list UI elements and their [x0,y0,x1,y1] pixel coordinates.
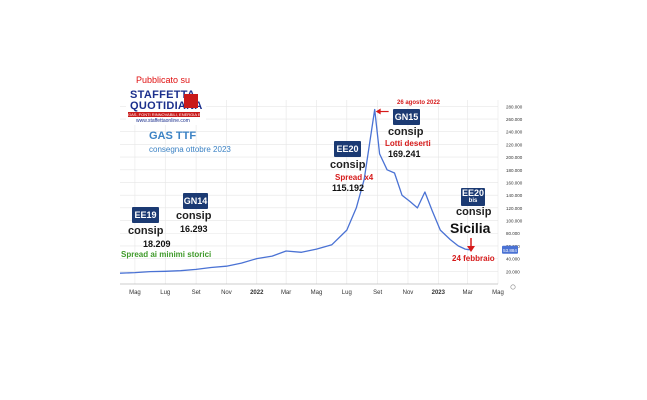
x-tick-label: Mag [311,290,323,296]
gn15-badge: GN15 [393,109,420,125]
gn15-consip-label: consip [388,126,424,138]
published-on-label: Pubblicato su [136,75,191,85]
x-tick-label: Set [192,290,201,296]
minimi-storici-label: Spread ai minimi storici [121,250,212,259]
ee20bis-badge-sub: bis [468,198,478,204]
gn14-value: 16.293 [180,224,208,234]
last-price-tag [502,245,518,254]
staffetta-logo: STAFFETTA QUOTIDIANA GAS, FONTI RINNOVAB… [126,89,206,125]
x-tick-label: Mag [492,290,504,296]
logo-url: www.staffettaonline.com [136,118,190,124]
y-tick-label: 20.000 [506,269,520,274]
ee20-consip-label: consip [330,159,366,171]
y-tick-label: 120.000 [506,206,523,211]
x-tick-label: 2022 [250,290,264,296]
x-tick-label: Nov [403,290,414,296]
x-tick-label: Lug [342,290,352,296]
feb24-arrow-head [467,246,475,252]
peak-date-label: 26 agosto 2022 [397,100,441,106]
ee20-badge: EE20 [334,141,361,157]
x-tick-label: Mar [281,290,291,296]
ee20-spread-note: Spread x4 [335,173,374,182]
logo-flag-icon [184,94,198,108]
y-tick-label: 100.000 [506,219,523,224]
ee20bis-consip-label: consip [456,206,492,218]
chart-title: GAS TTF [149,130,197,142]
ee19-badge: EE19 [132,207,159,223]
ee19-consip-label: consip [128,225,164,237]
y-tick-label: 180.000 [506,168,523,173]
gn14-consip-label: consip [176,210,212,222]
x-tick-label: Mag [129,290,141,296]
y-tick-label: 80.000 [506,231,520,236]
x-tick-label: Set [373,290,382,296]
gn14-badge: GN14 [183,193,208,209]
clock-icon [510,284,516,290]
y-tick-label: 240.000 [506,130,523,135]
y-tick-label: 260.000 [506,117,523,122]
y-tick-label: 280.000 [506,104,523,109]
feb24-date-label: 24 febbraio [452,254,495,263]
ttf-price-line [119,108,470,274]
x-tick-label: 2023 [432,290,446,296]
x-tick-label: Lug [160,290,170,296]
y-tick-label: 140.000 [506,193,523,198]
y-tick-label: 220.000 [506,142,523,147]
y-tick-label: 40.000 [506,257,520,262]
last-price-label: 53.884 [503,248,517,253]
ee20bis-badge-code: EE20 [461,188,485,198]
y-tick-label: 200.000 [506,155,523,160]
sicilia-label: Sicilia [450,220,491,236]
gn15-value: 169.241 [388,149,421,159]
logo-line1: STAFFETTA [130,89,196,101]
x-tick-label: Nov [221,290,232,296]
chart-subtitle: consegna ottobre 2023 [149,145,231,154]
logo-tagline: GAS, FONTI RINNOVABILI, ENERGIA ELETTRIC… [128,112,200,117]
peak-arrow-head [375,108,381,115]
ee20bis-badge: EE20 bis [461,188,485,206]
gn15-lotti-note: Lotti deserti [385,139,431,148]
ee19-value: 18.209 [143,239,171,249]
ee20-value: 115.192 [332,183,365,193]
y-tick-label: 160.000 [506,180,523,185]
x-tick-label: Mar [462,290,472,296]
